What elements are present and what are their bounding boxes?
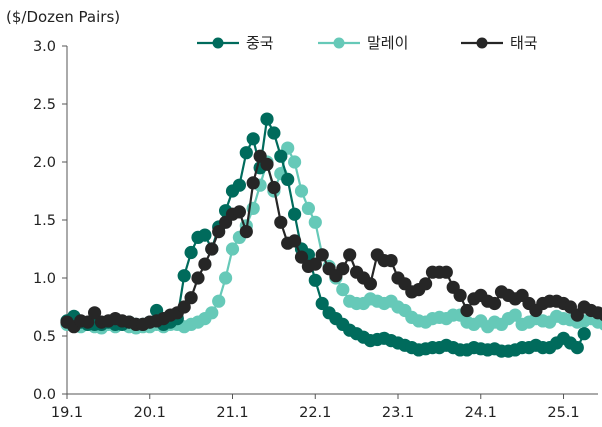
legend-label: 중국 bbox=[246, 34, 274, 52]
data-point bbox=[336, 262, 350, 276]
data-point bbox=[239, 225, 253, 239]
data-point bbox=[184, 291, 198, 305]
data-point bbox=[198, 257, 212, 271]
data-point bbox=[260, 112, 274, 126]
legend-label: 태국 bbox=[510, 34, 538, 52]
data-point bbox=[267, 126, 281, 140]
data-point bbox=[288, 234, 302, 248]
x-tick-label: 19.1 bbox=[51, 405, 83, 421]
legend-item-2: 말레이 bbox=[318, 34, 408, 52]
legend-marker bbox=[333, 37, 345, 49]
data-point bbox=[343, 248, 357, 262]
data-point bbox=[363, 277, 377, 291]
data-point bbox=[570, 341, 584, 355]
data-point bbox=[598, 309, 602, 322]
data-point bbox=[232, 205, 246, 219]
data-point bbox=[281, 172, 295, 186]
data-point bbox=[212, 225, 226, 239]
y-tick-label: 0.5 bbox=[33, 329, 56, 345]
data-point bbox=[212, 294, 226, 308]
y-tick-label: 2.0 bbox=[33, 155, 56, 171]
data-point bbox=[294, 184, 309, 198]
data-point bbox=[177, 269, 191, 283]
unit-label: ($/Dozen Pairs) bbox=[6, 8, 120, 26]
data-point bbox=[336, 283, 350, 297]
data-point bbox=[81, 315, 95, 329]
x-tick-label: 22.1 bbox=[299, 405, 331, 421]
data-point bbox=[274, 215, 288, 229]
data-point bbox=[219, 271, 233, 285]
y-tick-label: 1.0 bbox=[33, 271, 56, 287]
data-point bbox=[308, 257, 322, 271]
data-point bbox=[184, 245, 198, 260]
data-point bbox=[246, 132, 260, 146]
data-point bbox=[460, 303, 474, 318]
data-point bbox=[598, 318, 602, 331]
data-point bbox=[205, 242, 219, 256]
data-point bbox=[308, 273, 322, 287]
data-point bbox=[508, 308, 522, 322]
data-point bbox=[294, 250, 309, 264]
legend: 중국 말레이 태국 bbox=[197, 34, 538, 52]
data-point bbox=[301, 201, 315, 215]
legend-marker bbox=[212, 37, 224, 49]
data-point bbox=[488, 296, 502, 311]
data-point bbox=[288, 155, 302, 169]
data-point bbox=[577, 327, 591, 341]
data-point bbox=[232, 178, 246, 192]
data-point bbox=[246, 176, 260, 190]
x-tick-label: 20.1 bbox=[134, 405, 166, 421]
x-tick-label: 24.1 bbox=[465, 405, 497, 421]
series-3 bbox=[60, 149, 602, 334]
data-point bbox=[419, 277, 433, 291]
series-layer bbox=[60, 112, 602, 358]
data-point bbox=[315, 296, 329, 311]
data-point bbox=[267, 180, 281, 195]
data-point bbox=[239, 146, 253, 160]
data-point bbox=[177, 300, 191, 314]
data-point bbox=[274, 149, 288, 163]
data-point bbox=[384, 254, 398, 268]
y-tick-label: 2.5 bbox=[33, 97, 56, 113]
data-point bbox=[205, 306, 219, 320]
data-point bbox=[288, 207, 302, 221]
x-tick-label: 23.1 bbox=[382, 405, 414, 421]
series-2 bbox=[60, 141, 602, 335]
legend-item-1: 중국 bbox=[197, 34, 274, 52]
x-tick-label: 25.1 bbox=[547, 405, 579, 421]
y-tick-label: 3.0 bbox=[33, 39, 56, 55]
data-point bbox=[453, 288, 467, 302]
y-tick-label: 1.5 bbox=[33, 213, 56, 229]
data-point bbox=[439, 265, 453, 279]
y-tick-label: 0.0 bbox=[33, 387, 56, 403]
axes: 0.0 0.5 1.0 1.5 2.0 2.5 3.0 19.1 20.1 21.1 22.1 23.… bbox=[33, 39, 598, 421]
legend-label: 말레이 bbox=[367, 34, 408, 52]
data-point bbox=[260, 157, 274, 171]
data-point bbox=[315, 248, 329, 262]
data-point bbox=[225, 242, 240, 256]
legend-item-3: 태국 bbox=[461, 34, 538, 52]
x-tick-label: 21.1 bbox=[216, 405, 248, 421]
data-point bbox=[88, 306, 102, 320]
data-point bbox=[308, 215, 322, 229]
legend-marker bbox=[476, 37, 488, 49]
data-point bbox=[191, 271, 205, 285]
data-point bbox=[198, 228, 212, 242]
